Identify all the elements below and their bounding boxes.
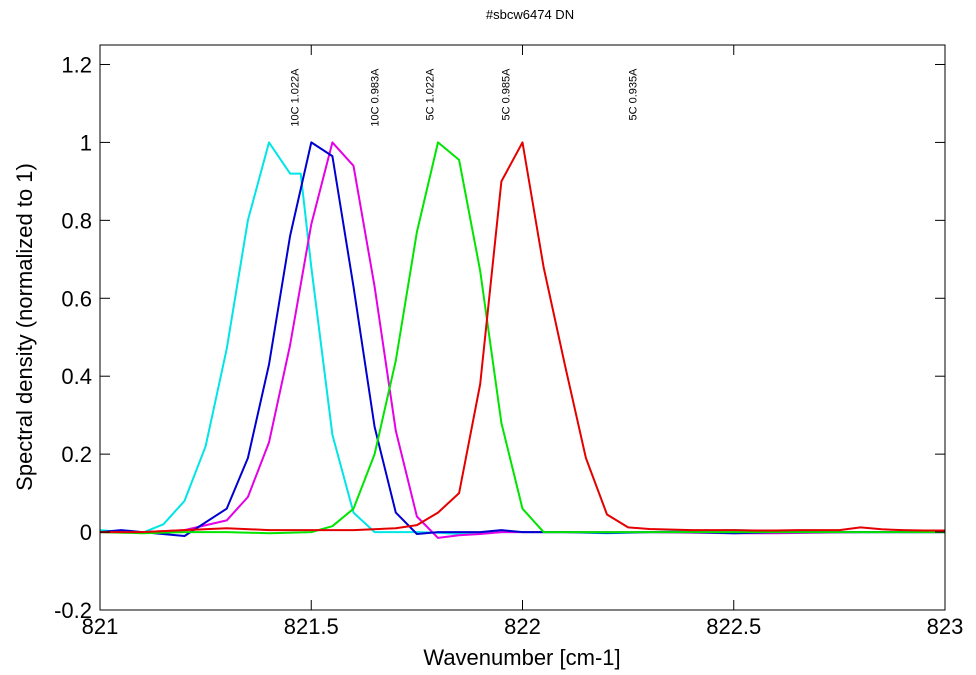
- peak-annotation: 5C 1.022A: [425, 68, 437, 121]
- peak-annotation: 5C 0.935A: [627, 68, 639, 121]
- x-tick-label: 821: [82, 614, 119, 639]
- y-tick-label: -0.2: [54, 598, 92, 623]
- series-layer: [100, 141, 945, 539]
- x-axis-title: Wavenumber [cm-1]: [423, 645, 620, 670]
- y-tick-label: 1.2: [61, 52, 92, 77]
- axis-ticks: [99, 45, 946, 611]
- y-tick-label: 0.2: [61, 442, 92, 467]
- peak-annotation: 5C 0.985A: [501, 68, 513, 121]
- y-tick-label: 0: [80, 520, 92, 545]
- tick-labels: 821 821.5 822 822.5 823 -0.2 0 0.2 0.4 0.6 0.8 1 1.2: [54, 52, 963, 639]
- peak-annotation: 10C 1.022A: [289, 68, 301, 127]
- x-tick-label: 821.5: [284, 614, 339, 639]
- x-tick-label: 822.5: [706, 614, 761, 639]
- y-tick-label: 0.6: [61, 286, 92, 311]
- peak-annotation: 10C 0.983A: [370, 68, 382, 127]
- chart-title: #sbcw6474 DN: [486, 7, 574, 22]
- series-line-5: [100, 141, 945, 534]
- x-tick-label: 823: [927, 614, 964, 639]
- series-line-3: [100, 141, 945, 537]
- peak-annotations: 10C 1.022A 10C 0.983A 5C 1.022A 5C 0.985A 5C…: [289, 68, 639, 127]
- y-axis-title: Spectral density (normalized to 1): [12, 163, 37, 491]
- series-line-1: [100, 141, 945, 535]
- y-tick-label: 1: [80, 130, 92, 155]
- plot-frame: [99, 44, 946, 611]
- y-tick-label: 0.8: [61, 208, 92, 233]
- x-tick-label: 822: [504, 614, 541, 639]
- series-line-2: [100, 141, 945, 539]
- series-line-4: [100, 141, 945, 535]
- y-tick-label: 0.4: [61, 364, 92, 389]
